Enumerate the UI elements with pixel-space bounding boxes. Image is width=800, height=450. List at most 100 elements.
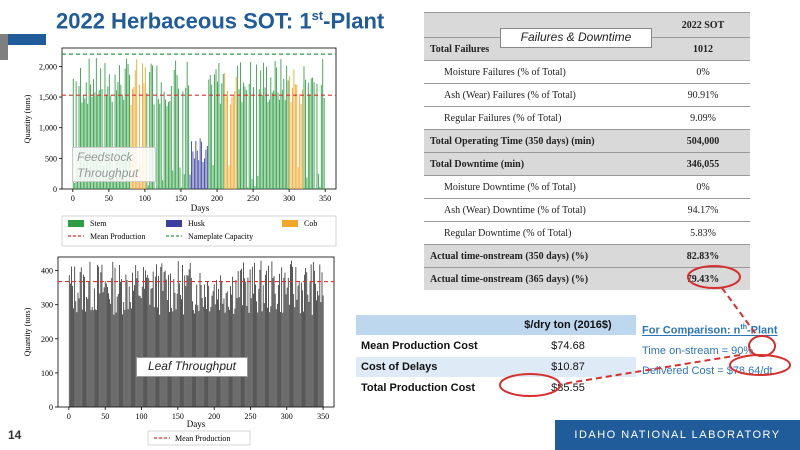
chart2-bar bbox=[217, 299, 218, 407]
chart1-bar-stem bbox=[222, 73, 224, 189]
chart1-bar-stem bbox=[146, 93, 148, 189]
chart2-bar bbox=[147, 275, 149, 407]
chart1-bar-cob bbox=[300, 103, 302, 189]
chart1-bar-stem bbox=[221, 83, 223, 189]
chart1-bar-stem bbox=[241, 102, 243, 189]
chart2-bar bbox=[287, 277, 289, 407]
chart2-bar bbox=[304, 274, 305, 407]
sot-row: Moisture Failures (% of Total) 0% bbox=[424, 60, 750, 84]
chart2-bar bbox=[212, 291, 214, 407]
chart2-bar bbox=[90, 310, 92, 407]
chart2-bar bbox=[84, 276, 85, 407]
chart2-bar bbox=[113, 314, 115, 407]
chart1-bar-stem bbox=[149, 72, 151, 189]
chart2-bar bbox=[128, 286, 130, 407]
chart2-bar bbox=[292, 266, 293, 407]
chart1-bar-stem bbox=[172, 170, 174, 189]
chart1-bar-stem bbox=[81, 102, 83, 189]
sot-row-value: 94.17% bbox=[656, 198, 750, 222]
cost-row-label: Total Production Cost bbox=[356, 377, 500, 399]
chart2-bar bbox=[208, 285, 210, 407]
chart2-xtick-label: 0 bbox=[67, 412, 71, 421]
chart1-bar-stem bbox=[91, 96, 93, 189]
chart2-bar bbox=[235, 280, 237, 407]
chart2-bar bbox=[162, 290, 164, 407]
chart2-bar bbox=[279, 273, 280, 407]
chart1-bar-stem bbox=[263, 62, 265, 189]
chart1-bar-cob bbox=[290, 101, 292, 189]
chart2-bar bbox=[97, 265, 98, 407]
chart1-legend-label-0: Stem bbox=[90, 219, 107, 228]
chart1-bar-stem bbox=[267, 102, 269, 189]
chart2-bar bbox=[148, 278, 150, 407]
chart2-bar bbox=[186, 274, 188, 407]
chart2-bar bbox=[174, 292, 176, 407]
feedstock-callout: Feedstock Throughput bbox=[72, 147, 156, 182]
chart1-bar-stem bbox=[88, 58, 90, 189]
chart1-bar-stem bbox=[261, 94, 263, 189]
chart1-bar-stem bbox=[319, 186, 321, 189]
chart2-bar bbox=[88, 281, 90, 407]
chart2-bar bbox=[103, 287, 105, 407]
chart2-bar bbox=[285, 294, 287, 407]
chart2-bar bbox=[201, 297, 203, 407]
chart2-bar bbox=[68, 275, 70, 407]
chart2-bar bbox=[133, 290, 134, 407]
chart2-bar bbox=[104, 281, 106, 407]
chart2-bar bbox=[150, 288, 152, 407]
chart1-bar-stem bbox=[176, 74, 178, 189]
chart2-bar bbox=[196, 284, 198, 407]
chart2-bar bbox=[115, 312, 117, 407]
chart1-bar-stem bbox=[306, 177, 308, 189]
chart1-bar-stem bbox=[186, 61, 188, 189]
sot-row-value: 5.83% bbox=[656, 221, 750, 245]
chart1-bar-stem bbox=[271, 92, 273, 189]
chart2-bar bbox=[294, 307, 296, 407]
chart1-bar-stem bbox=[104, 62, 106, 190]
sot-row: Moisture Downtime (% of Total) 0% bbox=[424, 175, 750, 199]
chart2-bar bbox=[152, 271, 154, 407]
chart1-bar-stem bbox=[111, 101, 113, 189]
sot-row: Regular Downtime (% of Total) 5.83% bbox=[424, 221, 750, 245]
chart2-bar bbox=[278, 284, 279, 407]
chart1-bar-stem bbox=[129, 74, 130, 189]
chart2-bar bbox=[260, 260, 262, 407]
chart1-bar-stem bbox=[85, 82, 87, 189]
cost-row: Cost of Delays $10.87 bbox=[356, 356, 636, 378]
chart2-xtick-label: 150 bbox=[172, 412, 184, 421]
chart1-legend-swatch-0 bbox=[68, 220, 84, 227]
chart2-bar bbox=[295, 266, 297, 407]
chart1-legend-label-2: Cob bbox=[304, 219, 317, 228]
chart2-bar bbox=[283, 277, 285, 407]
sot-row-label: Total Downtime (min) bbox=[424, 152, 656, 176]
chart2-bar bbox=[286, 287, 288, 407]
sot-row-value: 79.43% bbox=[656, 267, 750, 290]
chart1-bar-stem bbox=[274, 61, 276, 189]
cost-row-label: Mean Production Cost bbox=[356, 335, 500, 357]
chart1-bar-stem bbox=[163, 91, 165, 189]
chart2-bar bbox=[317, 290, 319, 407]
chart2-bar bbox=[119, 264, 120, 407]
chart2-bar bbox=[164, 270, 166, 407]
chart1-bar-stem bbox=[167, 102, 169, 189]
chart1-bar-husk bbox=[201, 141, 203, 189]
sot-row: Ash (Wear) Downtime (% of Total) 94.17% bbox=[424, 198, 750, 222]
chart2-bar bbox=[165, 279, 167, 407]
chart2-bar bbox=[89, 261, 91, 407]
chart1-bar-stem bbox=[124, 68, 126, 189]
footer-banner: IDAHO NATIONAL LABORATORY bbox=[555, 420, 800, 450]
chart2-bar bbox=[263, 303, 265, 407]
chart2-bar bbox=[237, 271, 239, 407]
chart2-bar bbox=[312, 261, 314, 407]
chart2-bar bbox=[185, 285, 187, 407]
chart1-bar-stem bbox=[165, 99, 166, 189]
chart1-bar-stem bbox=[121, 94, 123, 189]
chart1-bar-stem bbox=[266, 66, 267, 189]
chart1-bar-cob bbox=[299, 94, 301, 189]
chart2-bar bbox=[257, 312, 259, 407]
chart2-bar bbox=[320, 302, 322, 407]
chart2-bar bbox=[166, 300, 168, 407]
chart1-bar-cob bbox=[293, 69, 295, 189]
sot-row: Total Downtime (min) 346,055 bbox=[424, 152, 750, 176]
chart2-bar bbox=[156, 264, 157, 407]
